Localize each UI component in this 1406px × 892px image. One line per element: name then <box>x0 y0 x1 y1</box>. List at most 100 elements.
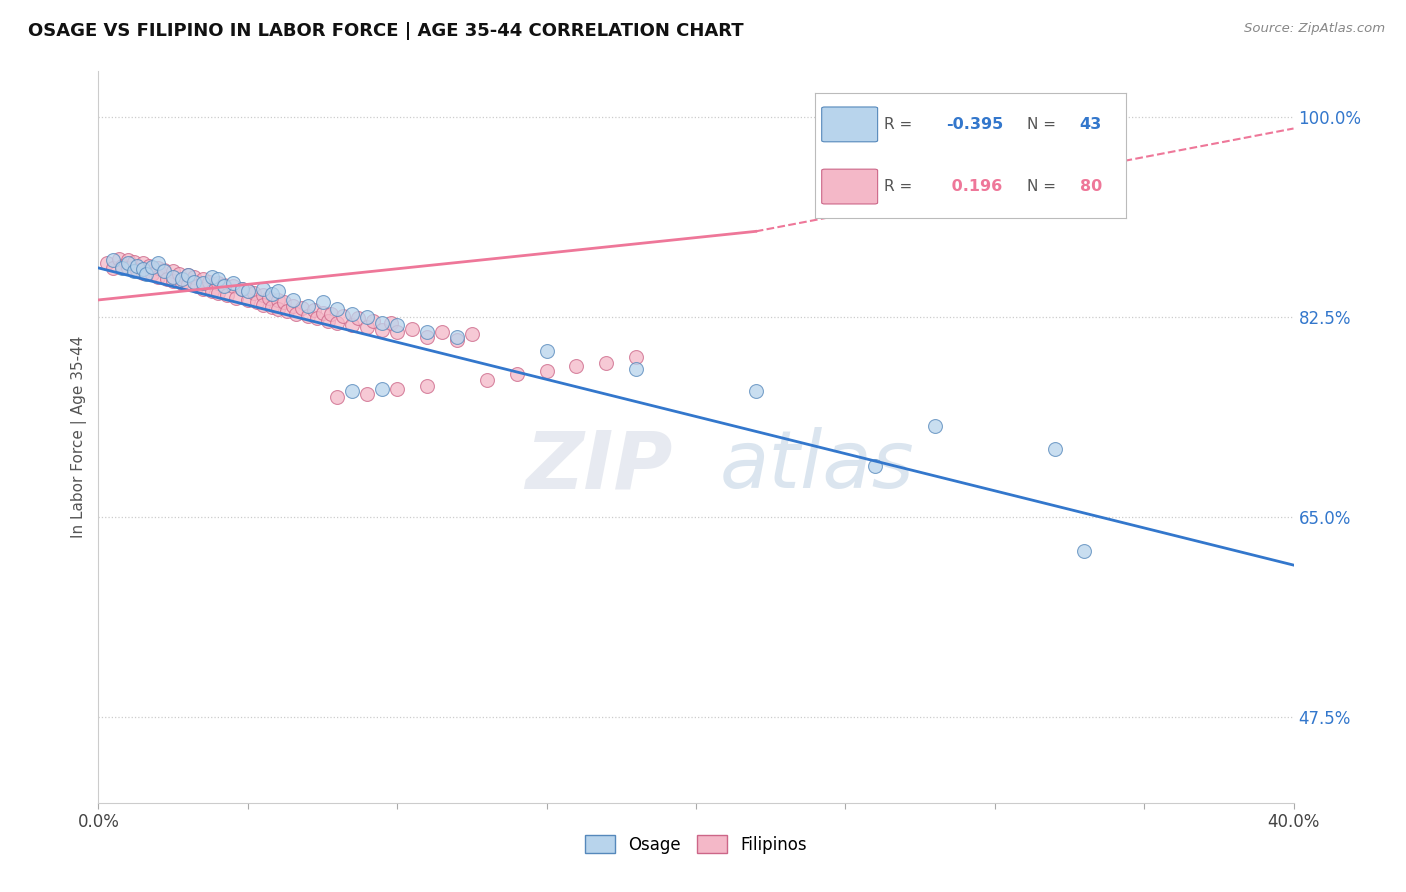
Point <box>162 273 184 287</box>
Point <box>135 267 157 281</box>
Point <box>215 288 238 302</box>
Point <box>281 299 304 313</box>
Point <box>207 276 229 290</box>
Point <box>186 279 208 293</box>
Point <box>222 276 245 290</box>
Point <box>380 316 402 330</box>
Point <box>284 307 307 321</box>
Point <box>267 284 290 298</box>
Point <box>626 361 648 376</box>
Point <box>626 350 648 364</box>
Point <box>141 267 163 281</box>
Point <box>96 256 118 270</box>
Point <box>430 325 453 339</box>
Point <box>212 279 235 293</box>
Point <box>162 270 184 285</box>
Point <box>191 281 214 295</box>
Point <box>198 275 221 289</box>
Point <box>356 310 378 324</box>
Point <box>252 288 274 302</box>
Point <box>222 279 245 293</box>
Point <box>595 356 617 370</box>
Point <box>212 278 235 293</box>
Point <box>172 272 194 286</box>
Point <box>475 373 498 387</box>
Legend: Osage, Filipinos: Osage, Filipinos <box>578 829 814 860</box>
Point <box>111 259 134 273</box>
Point <box>267 293 290 307</box>
Point <box>117 256 139 270</box>
Point <box>148 260 170 275</box>
Point <box>148 256 170 270</box>
Point <box>401 321 423 335</box>
Point <box>446 333 468 347</box>
Point <box>416 325 439 339</box>
Point <box>127 263 149 277</box>
Point <box>371 382 394 396</box>
Point <box>236 293 259 307</box>
Point <box>153 263 176 277</box>
Point <box>281 293 304 307</box>
Point <box>416 378 439 392</box>
Point <box>246 295 269 310</box>
Point <box>103 252 125 267</box>
Point <box>332 309 354 323</box>
Point <box>302 303 325 318</box>
Point <box>153 264 176 278</box>
Point <box>865 458 887 473</box>
Point <box>326 316 349 330</box>
Point <box>260 300 283 314</box>
Point <box>297 309 319 323</box>
Point <box>141 260 163 274</box>
Point <box>371 316 394 330</box>
Point <box>236 284 259 298</box>
Point <box>342 318 364 332</box>
Text: Source: ZipAtlas.com: Source: ZipAtlas.com <box>1244 22 1385 36</box>
Point <box>257 291 280 305</box>
Point <box>225 291 247 305</box>
Point <box>371 323 394 337</box>
Point <box>318 313 340 327</box>
Point <box>342 384 364 399</box>
Point <box>297 299 319 313</box>
Point <box>305 311 328 326</box>
Point <box>326 302 349 317</box>
Point <box>191 272 214 286</box>
Point <box>191 276 214 290</box>
Point <box>311 305 333 319</box>
Point <box>117 260 139 275</box>
Point <box>236 284 259 298</box>
Point <box>311 295 333 310</box>
Point <box>273 295 295 310</box>
Point <box>565 359 588 374</box>
Point <box>183 270 205 285</box>
Point <box>446 329 468 343</box>
Point <box>231 281 253 295</box>
Point <box>252 281 274 295</box>
Point <box>243 286 266 301</box>
Point <box>177 277 200 291</box>
Point <box>363 313 385 327</box>
Text: ZIP: ZIP <box>524 427 672 506</box>
Point <box>356 320 378 334</box>
Point <box>260 287 283 301</box>
Point <box>156 272 179 286</box>
Point <box>347 311 370 326</box>
Point <box>172 276 194 290</box>
Point <box>201 284 224 298</box>
Point <box>132 266 155 280</box>
Y-axis label: In Labor Force | Age 35-44: In Labor Force | Age 35-44 <box>72 336 87 538</box>
Point <box>416 329 439 343</box>
Point <box>124 264 146 278</box>
Point <box>117 252 139 267</box>
Point <box>252 297 274 311</box>
Point <box>132 262 155 277</box>
Point <box>291 301 314 315</box>
Point <box>321 307 343 321</box>
Point <box>385 382 409 396</box>
Text: OSAGE VS FILIPINO IN LABOR FORCE | AGE 35-44 CORRELATION CHART: OSAGE VS FILIPINO IN LABOR FORCE | AGE 3… <box>28 22 744 40</box>
Point <box>167 267 190 281</box>
Point <box>148 270 170 285</box>
Point <box>108 252 131 266</box>
Point <box>177 268 200 282</box>
